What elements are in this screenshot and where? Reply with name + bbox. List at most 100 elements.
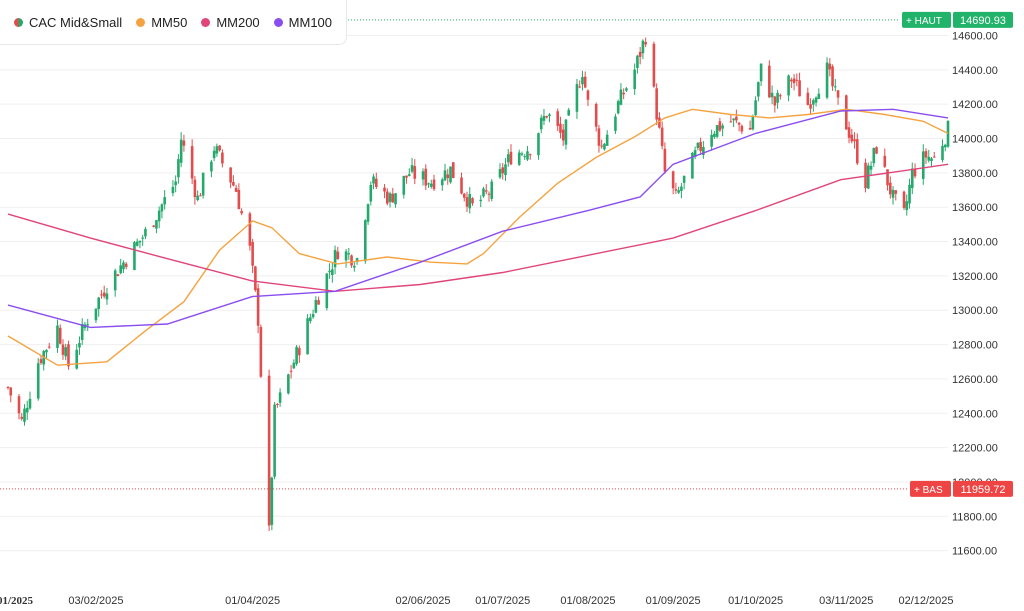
legend-item-mm50[interactable]: MM50 <box>136 15 187 30</box>
candle <box>902 190 906 210</box>
candle <box>504 158 507 181</box>
candle <box>479 195 483 208</box>
candle <box>193 176 197 205</box>
candle-body <box>847 127 851 138</box>
candle-body <box>655 88 658 120</box>
candle-body <box>141 237 144 239</box>
candle-body <box>248 213 252 246</box>
candle <box>713 130 716 139</box>
candle <box>528 153 532 160</box>
candle-body <box>306 318 309 355</box>
candle <box>100 289 103 299</box>
candle <box>234 184 238 193</box>
candle-body <box>105 293 109 300</box>
candle <box>138 240 142 249</box>
candle <box>834 78 837 92</box>
candle <box>39 355 43 365</box>
candle <box>366 203 370 225</box>
candle-body <box>616 101 620 114</box>
candle <box>943 143 947 152</box>
candle <box>869 161 873 176</box>
candle <box>350 254 353 268</box>
candle-body <box>155 220 158 229</box>
candle-body <box>471 198 474 204</box>
y-tick-label: 13400.00 <box>952 237 998 249</box>
candle-body <box>941 145 944 161</box>
candle-body <box>196 195 199 201</box>
candle-body <box>790 79 793 82</box>
candle-body <box>641 40 645 54</box>
candle-body <box>221 152 224 164</box>
candle <box>523 154 527 161</box>
candle <box>718 117 722 132</box>
legend-item-cac[interactable]: CAC Mid&Small <box>14 15 122 30</box>
x-tick-label: 03/02/2025 <box>68 595 123 607</box>
candle-body <box>729 121 733 123</box>
candle <box>526 146 529 161</box>
candle-body <box>699 141 702 152</box>
candle-body <box>539 117 543 130</box>
candle-body <box>446 174 450 179</box>
y-tick-label: 11600.00 <box>952 546 997 558</box>
y-tick-label: 13600.00 <box>952 202 998 214</box>
candle <box>152 224 155 228</box>
candle <box>196 190 199 202</box>
candle-body <box>710 134 713 147</box>
candle <box>218 144 221 152</box>
candle-body <box>886 169 889 186</box>
candle <box>47 342 51 349</box>
candle-body <box>421 171 425 180</box>
legend-dot-icon <box>136 17 146 27</box>
candle <box>440 177 444 191</box>
candle-body <box>451 162 455 179</box>
candle <box>80 318 84 345</box>
candle <box>410 157 414 174</box>
candle-body <box>240 210 243 214</box>
candle-body <box>564 119 568 145</box>
series-line-mm100 <box>7 108 949 329</box>
candle <box>655 83 658 126</box>
candle <box>625 87 628 93</box>
x-tick-label: 01/08/2025 <box>560 595 615 607</box>
candle <box>42 349 46 371</box>
candle-body <box>331 269 334 275</box>
legend-item-mm100[interactable]: MM100 <box>273 15 332 30</box>
candle <box>443 163 447 182</box>
candle <box>556 108 560 131</box>
candle <box>405 175 408 184</box>
candle-body <box>237 189 241 210</box>
candle-body <box>735 116 738 121</box>
candle <box>105 287 109 305</box>
candle <box>564 118 568 150</box>
candle <box>490 179 494 202</box>
candle <box>240 208 243 216</box>
candle-body <box>831 66 834 87</box>
candle-body <box>845 95 848 130</box>
candle-body <box>792 78 796 84</box>
candle <box>927 149 931 163</box>
candle-body <box>75 349 79 369</box>
candle <box>578 80 581 89</box>
candle <box>254 265 257 292</box>
candle <box>276 403 279 408</box>
candle-body <box>583 76 587 88</box>
candle <box>581 70 584 91</box>
candle-body <box>298 348 301 356</box>
candle <box>740 124 744 135</box>
legend-label-mm200: MM200 <box>216 14 260 30</box>
candle <box>932 151 936 158</box>
candle <box>64 343 68 361</box>
candle-body <box>251 241 254 266</box>
candle-body <box>61 344 65 355</box>
candle <box>385 188 389 206</box>
candle <box>179 132 183 168</box>
legend-item-mm200[interactable]: MM200 <box>201 14 260 30</box>
candle-body <box>751 116 755 130</box>
candle <box>636 54 639 74</box>
candle <box>663 142 667 174</box>
candle <box>622 88 625 100</box>
y-tick-label: 13200.00 <box>952 271 998 283</box>
candle-body <box>622 92 625 95</box>
candle <box>449 166 452 184</box>
